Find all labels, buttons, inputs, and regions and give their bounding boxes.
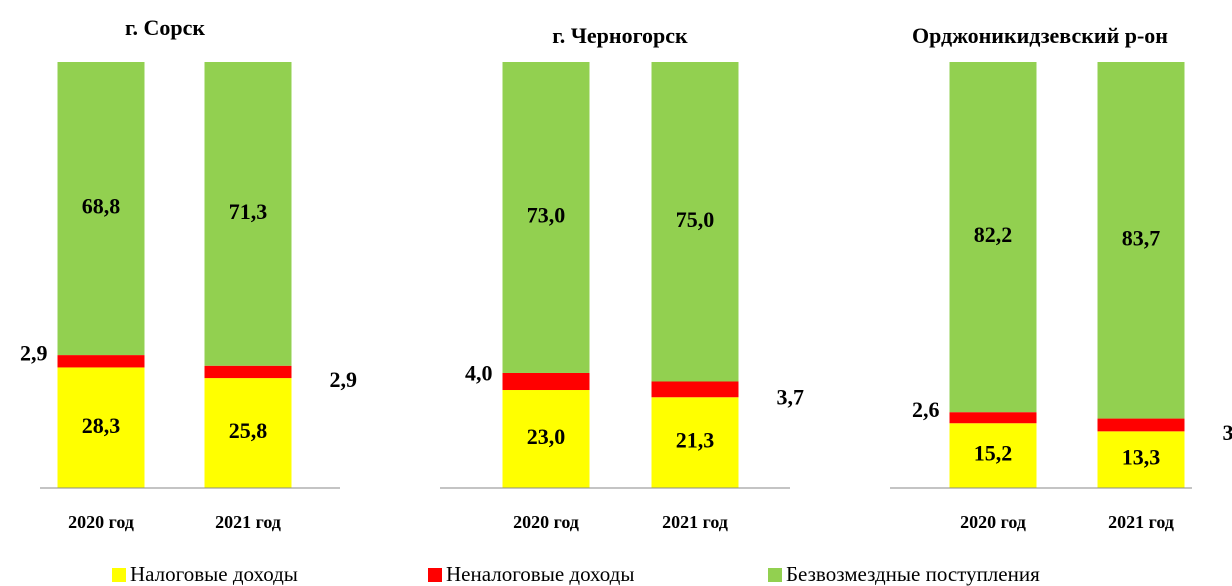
x-tick-label: 2021 год — [215, 512, 281, 532]
bar-segment — [949, 62, 1037, 413]
legend-label: Безвозмездные поступления — [786, 562, 1040, 586]
x-tick-label: 2021 год — [662, 512, 728, 532]
chart-title: г. Черногорск — [552, 23, 688, 48]
bar-segment — [651, 397, 739, 488]
bar-segment — [502, 390, 590, 488]
bar-segment — [204, 378, 292, 488]
bar-segment — [949, 412, 1037, 424]
bar-segment — [1097, 62, 1185, 419]
x-tick-label: 2020 год — [513, 512, 579, 532]
x-tick-label: 2021 год — [1108, 512, 1174, 532]
legend-swatch — [112, 568, 126, 582]
data-label: 75,0 — [676, 207, 715, 232]
bar-segment — [57, 62, 145, 356]
bar-segment — [204, 365, 292, 379]
data-label: 13,3 — [1122, 445, 1161, 470]
chart-title: Орджоникидзевский р-он — [912, 23, 1168, 48]
data-label: 4,0 — [465, 361, 493, 386]
legend-label: Неналоговые доходы — [446, 562, 634, 586]
legend-label: Налоговые доходы — [130, 562, 298, 586]
data-label: 83,7 — [1122, 225, 1161, 250]
data-label: 28,3 — [82, 413, 121, 438]
data-label: 23,0 — [527, 424, 566, 449]
x-tick-label: 2020 год — [68, 512, 134, 532]
data-label: 2,9 — [330, 367, 358, 392]
bar-segment — [57, 367, 145, 488]
bar-segment — [204, 62, 292, 366]
bar-segment — [651, 381, 739, 398]
bar-segment — [502, 62, 590, 373]
data-label: 71,3 — [229, 199, 268, 224]
data-label: 82,2 — [974, 222, 1013, 247]
bar-segment — [1097, 431, 1185, 488]
data-label: 15,2 — [974, 441, 1013, 466]
bar-segment — [57, 355, 145, 368]
chart-title: г. Сорск — [125, 15, 205, 40]
bar-segment — [502, 372, 590, 391]
bar-segment — [651, 62, 739, 382]
data-label: 68,8 — [82, 194, 121, 219]
data-label: 2,9 — [20, 340, 48, 365]
data-label: 3,0 — [1223, 420, 1232, 445]
data-label: 21,3 — [676, 428, 715, 453]
x-tick-label: 2020 год — [960, 512, 1026, 532]
data-label: 25,8 — [229, 418, 268, 443]
bar-segment — [1097, 418, 1185, 432]
data-label: 73,0 — [527, 203, 566, 228]
legend-swatch — [768, 568, 782, 582]
data-label: 3,7 — [777, 384, 805, 409]
data-label: 2,6 — [912, 397, 940, 422]
legend-swatch — [428, 568, 442, 582]
bar-segment — [949, 423, 1037, 488]
